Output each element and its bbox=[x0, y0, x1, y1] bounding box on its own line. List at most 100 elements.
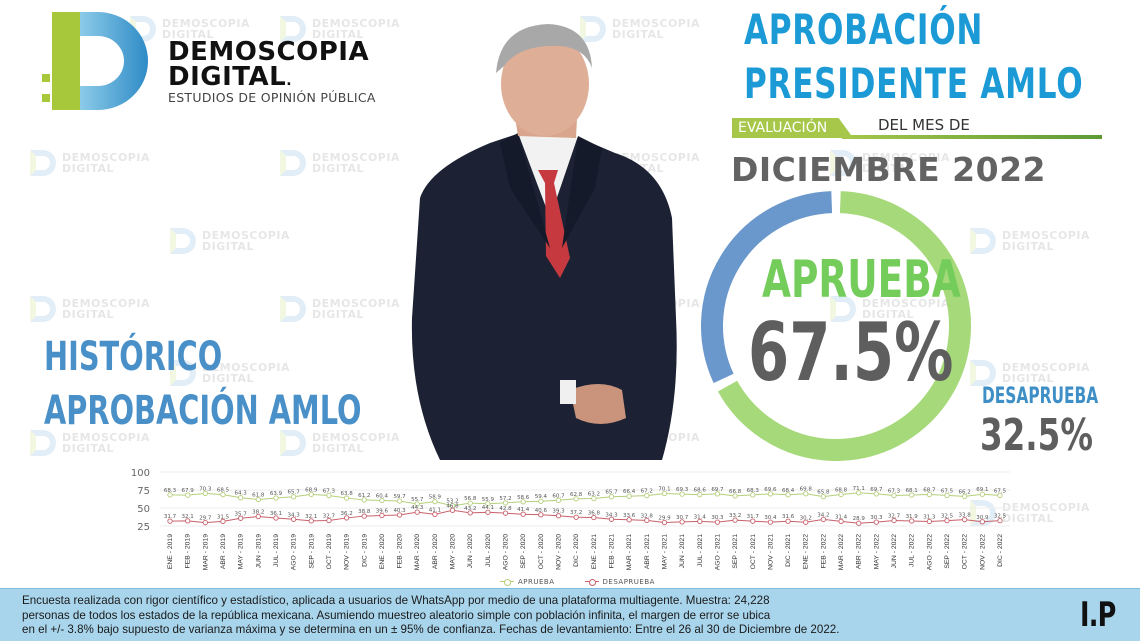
data-point-marker bbox=[679, 491, 685, 497]
data-point-marker bbox=[467, 500, 473, 506]
data-value-label: 68.7 bbox=[923, 488, 936, 494]
logo-name-line2: DIGITAL. bbox=[168, 62, 369, 94]
evaluation-bar: EVALUACIÓN DEL MES DE bbox=[732, 116, 1102, 140]
watermark-d-icon bbox=[30, 150, 56, 176]
data-value-label: 31.6 bbox=[782, 514, 795, 520]
watermark-d-icon bbox=[30, 296, 56, 322]
watermark-d-icon bbox=[30, 430, 56, 456]
legend-approve-label: APRUEBA bbox=[518, 578, 555, 586]
data-point-marker bbox=[732, 517, 738, 523]
data-value-label: 60.7 bbox=[552, 493, 565, 499]
x-tick-label: MAR - 2022 bbox=[838, 534, 845, 570]
data-value-label: 31.4 bbox=[694, 514, 707, 520]
y-tick-label: 50 bbox=[137, 504, 150, 515]
data-value-label: 35.7 bbox=[235, 511, 248, 517]
x-tick-label: NOV - 2019 bbox=[344, 534, 351, 570]
data-point-marker bbox=[873, 491, 880, 497]
watermark-d-icon bbox=[280, 16, 306, 42]
data-value-label: 30.2 bbox=[800, 515, 812, 521]
data-point-marker bbox=[626, 493, 632, 499]
disapprove-label: DESAPRUEBA bbox=[982, 384, 1099, 409]
data-value-label: 36.1 bbox=[270, 511, 282, 517]
data-value-label: 41.4 bbox=[517, 507, 530, 513]
data-point-marker bbox=[591, 495, 597, 502]
data-value-label: 34.2 bbox=[817, 512, 829, 518]
data-value-label: 68.3 bbox=[164, 488, 177, 494]
x-tick-label: OCT - 2020 bbox=[538, 534, 545, 570]
data-value-label: 30.3 bbox=[870, 515, 883, 521]
data-value-label: 44.1 bbox=[482, 505, 494, 511]
data-point-marker bbox=[502, 510, 509, 516]
x-tick-label: AGO - 2021 bbox=[714, 534, 721, 570]
data-point-marker bbox=[909, 492, 915, 498]
x-tick-label: OCT - 2021 bbox=[750, 534, 757, 570]
president-photo bbox=[411, 24, 677, 460]
x-tick-label: ENE - 2022 bbox=[803, 534, 810, 569]
data-point-marker bbox=[308, 518, 314, 524]
data-value-label: 31.9 bbox=[906, 514, 919, 520]
evaluation-month: DICIEMBRE 2022 bbox=[731, 150, 1046, 189]
x-tick-label: JUL - 2021 bbox=[697, 534, 704, 567]
data-point-marker bbox=[185, 518, 191, 524]
data-value-label: 59.4 bbox=[535, 494, 548, 500]
data-point-marker bbox=[414, 501, 420, 507]
data-point-marker bbox=[520, 511, 526, 517]
data-value-label: 31.3 bbox=[923, 514, 936, 520]
data-value-label: 65.7 bbox=[287, 490, 300, 496]
data-point-marker bbox=[255, 513, 261, 520]
data-point-marker bbox=[202, 519, 208, 526]
x-tick-label: NOV - 2020 bbox=[556, 534, 563, 570]
data-point-marker bbox=[467, 510, 473, 516]
data-value-label: 30.7 bbox=[676, 515, 689, 521]
data-value-label: 69.1 bbox=[976, 487, 988, 493]
data-value-label: 36.2 bbox=[340, 511, 352, 517]
x-tick-label: AGO - 2020 bbox=[503, 534, 510, 570]
x-tick-label: ENE - 2021 bbox=[591, 534, 598, 569]
data-point-marker bbox=[432, 498, 438, 505]
data-point-marker bbox=[414, 509, 420, 515]
data-value-label: 53.2 bbox=[446, 499, 458, 505]
data-value-label: 70.3 bbox=[199, 486, 212, 492]
x-tick-label: ABR - 2022 bbox=[856, 534, 863, 569]
watermark-d-icon bbox=[830, 296, 856, 322]
data-point-marker bbox=[661, 519, 668, 526]
x-tick-label: JUN - 2020 bbox=[467, 534, 474, 569]
logo-name-digital: DIGITAL bbox=[168, 62, 287, 92]
data-value-label: 68.1 bbox=[906, 488, 918, 494]
data-value-label: 29.9 bbox=[658, 515, 671, 521]
data-point-marker bbox=[856, 490, 862, 496]
data-point-marker bbox=[820, 516, 827, 523]
demoscopia-logo: DEMOSCOPIA DIGITAL. ESTUDIOS DE OPINIÓN … bbox=[12, 10, 392, 110]
x-tick-label: JUN - 2021 bbox=[679, 534, 686, 569]
logo-d-icon bbox=[42, 12, 148, 110]
data-value-label: 38.2 bbox=[252, 509, 264, 515]
data-point-marker bbox=[714, 491, 721, 497]
data-value-label: 60.4 bbox=[376, 494, 389, 500]
data-value-label: 70.1 bbox=[658, 487, 670, 493]
x-tick-label: ABR - 2019 bbox=[220, 534, 227, 569]
data-point-marker bbox=[255, 496, 261, 503]
data-point-marker bbox=[944, 517, 950, 524]
title-line1: APROBACIÓN bbox=[744, 5, 984, 54]
data-point-marker bbox=[979, 519, 985, 525]
data-point-marker bbox=[396, 512, 403, 518]
historico-title-line1: HISTÓRICO bbox=[44, 334, 223, 380]
x-tick-label: DIC - 2022 bbox=[997, 534, 1004, 567]
x-tick-label: NOV - 2021 bbox=[767, 534, 774, 570]
data-point-marker bbox=[379, 497, 385, 504]
data-point-marker bbox=[909, 518, 915, 524]
data-value-label: 65.8 bbox=[817, 490, 830, 496]
